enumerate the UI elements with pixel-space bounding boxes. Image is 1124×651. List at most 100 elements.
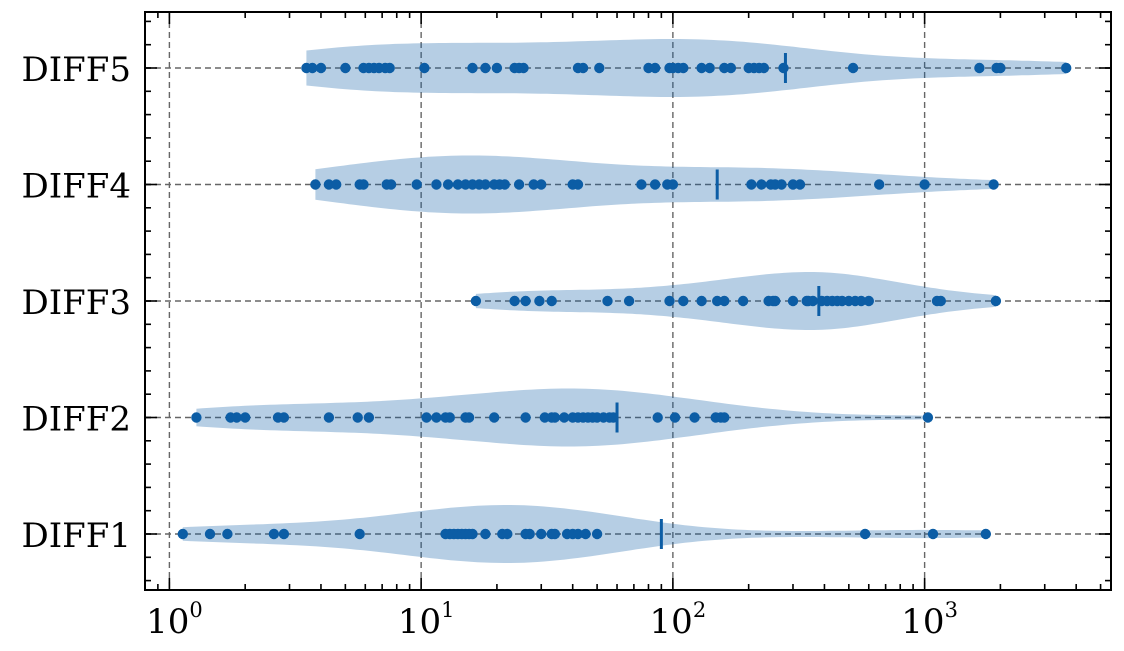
data-point-diff4-26 (667, 179, 679, 190)
data-point-diff5-27 (704, 62, 715, 74)
x-tick-label-0: 100 (146, 598, 203, 642)
data-point-diff3-7 (664, 295, 675, 307)
data-point-diff5-13 (491, 62, 503, 74)
data-point-diff4-27 (746, 179, 757, 190)
data-point-diff1-25 (580, 528, 591, 540)
data-point-diff5-38 (995, 62, 1006, 74)
data-point-diff5-3 (340, 62, 351, 74)
data-point-diff5-12 (480, 62, 491, 74)
data-point-diff3-0 (470, 295, 482, 307)
x-tick-label-base-0: 10 (146, 602, 189, 642)
data-point-diff4-8 (431, 179, 442, 190)
data-point-diff5-35 (847, 62, 859, 74)
data-point-diff1-4 (278, 528, 290, 540)
x-tick-label-exp-0: 0 (189, 598, 202, 622)
data-point-diff3-30 (935, 295, 946, 307)
data-point-diff1-13 (467, 528, 478, 540)
data-point-diff1-26 (591, 528, 603, 540)
x-tick-labels: 100 101 102 103 (146, 598, 958, 642)
x-tick-label-3: 103 (901, 598, 958, 642)
data-point-diff4-14 (480, 179, 491, 190)
data-point-diff1-19 (536, 528, 547, 540)
data-point-diff1-29 (980, 528, 991, 540)
tick-layer (144, 12, 1111, 590)
data-point-diff1-5 (354, 528, 365, 540)
data-point-diff5-11 (467, 62, 478, 74)
x-tick-label-exp-3: 3 (945, 598, 958, 622)
data-point-diff5-36 (974, 62, 985, 74)
data-point-diff3-28 (863, 295, 874, 307)
data-point-diff2-9 (421, 412, 432, 423)
data-point-diff5-26 (696, 62, 707, 74)
data-point-diff2-30 (652, 412, 663, 423)
data-point-diff2-14 (463, 412, 475, 423)
y-tick-labels: DIFF1 DIFF2 DIFF3 DIFF4 DIFF5 (21, 50, 131, 556)
y-tick-label-diff3: DIFF3 (21, 283, 131, 323)
x-tick-label-1: 101 (398, 598, 455, 642)
data-point-diff4-33 (794, 179, 806, 190)
data-point-diff4-31 (776, 179, 787, 190)
data-point-diff5-9 (384, 62, 395, 74)
y-tick-label-diff1: DIFF1 (21, 516, 131, 556)
data-point-diff4-0 (310, 179, 321, 190)
y-tick-label-diff2: DIFF2 (21, 400, 131, 440)
x-tick-label-base-3: 10 (901, 602, 944, 642)
data-point-diff4-7 (411, 179, 422, 190)
data-point-diff3-12 (737, 295, 749, 307)
data-point-diff3-15 (770, 295, 781, 307)
data-point-diff2-5 (278, 412, 290, 423)
data-point-diff4-20 (536, 179, 547, 190)
data-point-diff3-19 (807, 295, 819, 307)
data-point-diff4-9 (442, 179, 454, 190)
data-point-diff5-25 (678, 62, 689, 74)
data-point-diff5-21 (649, 62, 661, 74)
data-point-diff4-23 (636, 179, 647, 190)
y-tick-label-diff4: DIFF4 (21, 167, 131, 207)
data-point-diff1-24 (572, 528, 584, 540)
data-point-diff4-22 (572, 179, 584, 190)
data-point-diff2-15 (489, 412, 500, 423)
data-point-diff1-2 (222, 528, 233, 540)
data-point-diff4-1 (323, 179, 335, 190)
violin-diff3 (475, 272, 996, 330)
data-point-diff2-6 (323, 412, 335, 423)
data-point-diff3-6 (623, 295, 635, 307)
data-point-diff5-18 (577, 62, 589, 74)
data-point-diff5-16 (518, 62, 529, 74)
data-point-diff1-18 (524, 528, 535, 540)
data-point-diff5-29 (725, 62, 737, 74)
data-point-diff4-2 (331, 179, 342, 190)
data-point-diff1-21 (549, 528, 561, 540)
data-point-diff5-33 (758, 62, 770, 74)
data-point-diff2-20 (559, 412, 570, 423)
data-point-diff2-2 (231, 412, 242, 423)
data-point-diff1-1 (204, 528, 216, 540)
data-point-diff3-9 (696, 295, 707, 307)
data-point-diff5-1 (307, 62, 318, 74)
data-point-diff2-36 (922, 412, 934, 423)
data-point-diff3-31 (990, 295, 1002, 307)
data-point-diff1-28 (927, 528, 939, 540)
data-point-diff3-2 (520, 295, 531, 307)
data-point-diff2-31 (669, 412, 681, 423)
data-point-diff3-11 (719, 295, 730, 307)
x-tick-label-base-2: 10 (650, 602, 693, 642)
data-point-diff2-10 (431, 412, 442, 423)
data-point-diff4-10 (452, 179, 464, 190)
data-point-diff4-35 (919, 179, 930, 190)
data-point-diff2-16 (520, 412, 531, 423)
data-point-diff2-19 (549, 412, 561, 423)
data-point-diff3-1 (509, 295, 520, 307)
data-point-diff4-18 (513, 179, 525, 190)
data-point-diff1-14 (480, 528, 491, 540)
data-point-diff2-0 (191, 412, 202, 423)
data-point-diff3-4 (546, 295, 557, 307)
data-point-diff4-17 (499, 179, 510, 190)
data-point-diff4-6 (385, 179, 397, 190)
x-tick-label-exp-2: 2 (693, 598, 706, 622)
x-tick-label-base-1: 10 (398, 602, 441, 642)
data-point-diff5-19 (594, 62, 605, 74)
data-point-diff1-0 (177, 528, 188, 540)
data-point-diff4-34 (874, 179, 885, 190)
